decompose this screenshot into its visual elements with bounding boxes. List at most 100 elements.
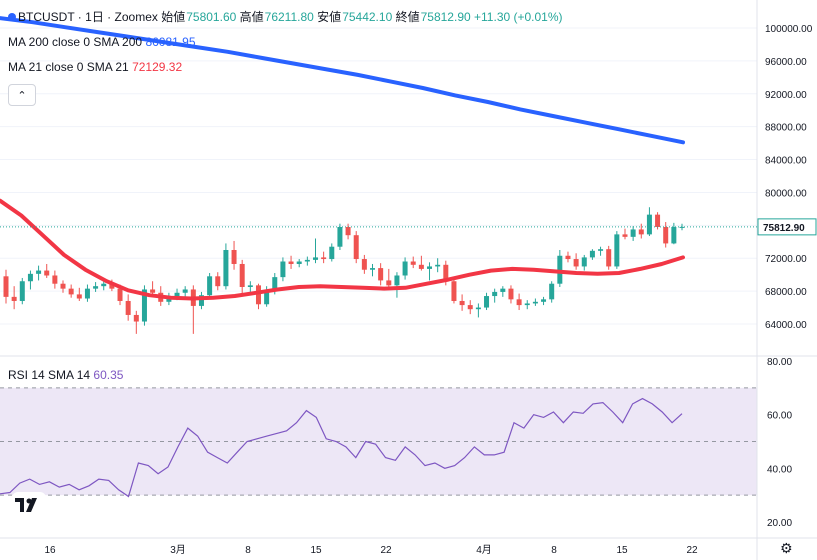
candle-body bbox=[288, 261, 294, 264]
candle-body bbox=[76, 294, 82, 299]
close-label: 終値 bbox=[395, 10, 420, 24]
price-tick-label: 68000.00 bbox=[765, 287, 807, 298]
candle-body bbox=[27, 273, 33, 282]
candle-body bbox=[321, 257, 327, 260]
candle-body bbox=[663, 226, 669, 244]
rsi-line bbox=[0, 397, 683, 498]
candle-body bbox=[3, 276, 9, 297]
candle-body bbox=[508, 288, 514, 300]
candle-body bbox=[125, 300, 131, 315]
candle-body bbox=[133, 314, 139, 322]
candle-body bbox=[598, 249, 604, 251]
candle-body bbox=[606, 249, 612, 267]
candle-body bbox=[646, 214, 652, 235]
candle-body bbox=[427, 266, 433, 269]
candle-body bbox=[109, 283, 115, 289]
candle-body bbox=[614, 234, 620, 267]
candle-body bbox=[231, 250, 237, 264]
candle-body bbox=[11, 296, 17, 301]
ma21-legend[interactable]: MA 21 close 0 SMA 21 72129.32 bbox=[8, 60, 182, 74]
time-tick-label: 8 bbox=[245, 545, 251, 556]
candle-body bbox=[410, 261, 416, 265]
candle-body bbox=[296, 261, 302, 264]
candle-body bbox=[345, 226, 351, 236]
time-tick-label: 3月 bbox=[170, 544, 186, 556]
price-tick-label: 72000.00 bbox=[765, 254, 807, 265]
high-label: 高値 bbox=[239, 10, 264, 24]
candle-body bbox=[679, 226, 685, 228]
candle-body bbox=[589, 250, 595, 258]
interval[interactable]: 1日 bbox=[85, 10, 104, 24]
candle-body bbox=[394, 275, 400, 286]
ma200-line bbox=[0, 16, 685, 145]
rsi-tick-label: 80.00 bbox=[767, 357, 792, 368]
candle-body bbox=[516, 299, 522, 306]
candle-body bbox=[655, 214, 661, 227]
time-tick-label: 22 bbox=[686, 545, 698, 556]
tradingview-logo-icon[interactable] bbox=[12, 492, 46, 520]
candle-body bbox=[44, 270, 50, 276]
time-tick-label: 22 bbox=[380, 545, 392, 556]
candle-body bbox=[174, 292, 180, 297]
candle-body bbox=[565, 255, 571, 260]
candle-body bbox=[638, 229, 644, 235]
rsi-legend[interactable]: RSI 14 SMA 14 60.35 bbox=[8, 368, 123, 382]
candle-body bbox=[630, 229, 636, 237]
candle-body bbox=[247, 285, 253, 287]
candle-body bbox=[101, 283, 107, 287]
candle-body bbox=[68, 288, 74, 295]
price-tick-label: 92000.00 bbox=[765, 90, 807, 101]
candle-body bbox=[402, 261, 408, 276]
rsi-tick-label: 60.00 bbox=[767, 411, 792, 422]
rsi-series bbox=[0, 397, 683, 498]
ma200-legend[interactable]: MA 200 close 0 SMA 200 86081.95 bbox=[8, 35, 196, 49]
ma200-value: 86081.95 bbox=[145, 35, 196, 49]
candle-body bbox=[353, 235, 359, 260]
candle-body bbox=[255, 285, 261, 305]
candle-body bbox=[304, 259, 310, 262]
gear-icon[interactable]: ⚙ bbox=[780, 540, 793, 556]
moving-average-lines bbox=[0, 16, 685, 301]
candle-body bbox=[198, 295, 204, 306]
symbol-name[interactable]: BTCUSDT bbox=[18, 10, 75, 24]
candle-body bbox=[500, 288, 506, 292]
chevron-up-icon: ⌃ bbox=[17, 89, 27, 102]
change-value: +11.30 (+0.01%) bbox=[474, 10, 563, 24]
candle-body bbox=[418, 264, 424, 269]
candle-body bbox=[443, 264, 449, 282]
close-value: 75812.90 bbox=[420, 10, 471, 24]
candle-body bbox=[370, 268, 376, 270]
rsi-label: RSI 14 SMA 14 bbox=[8, 368, 91, 382]
candle-body bbox=[264, 290, 270, 305]
candle-body bbox=[524, 303, 530, 306]
candle-body bbox=[280, 261, 286, 278]
candle-body bbox=[117, 288, 123, 301]
rsi-tick-label: 40.00 bbox=[767, 464, 792, 475]
candle-body bbox=[378, 268, 384, 281]
candle-body bbox=[671, 226, 677, 244]
candle-body bbox=[492, 291, 498, 297]
candle-body bbox=[451, 281, 457, 301]
price-tick-label: 80000.00 bbox=[765, 188, 807, 199]
time-tick-label: 16 bbox=[44, 545, 56, 556]
exchange-name: Zoomex bbox=[114, 10, 158, 24]
low-label: 安値 bbox=[317, 10, 342, 24]
collapse-legend-button[interactable]: ⌃ bbox=[8, 84, 36, 106]
candle-body bbox=[36, 270, 42, 274]
ma21-value: 72129.32 bbox=[132, 60, 183, 74]
rsi-band-layer bbox=[0, 387, 757, 496]
candle-body bbox=[337, 226, 343, 247]
rsi-tick-label: 20.00 bbox=[767, 518, 792, 529]
candle-body bbox=[272, 277, 278, 291]
candle-body bbox=[182, 289, 188, 293]
candle-body bbox=[52, 275, 58, 284]
candle-body bbox=[581, 257, 587, 267]
time-tick-label: 4月 bbox=[476, 544, 492, 556]
price-tick-label: 88000.00 bbox=[765, 123, 807, 134]
rsi-value: 60.35 bbox=[93, 368, 124, 382]
candle-body bbox=[329, 246, 335, 260]
tradingview-logo-shape bbox=[15, 498, 37, 512]
last-price-label: 75812.90 bbox=[763, 223, 805, 234]
